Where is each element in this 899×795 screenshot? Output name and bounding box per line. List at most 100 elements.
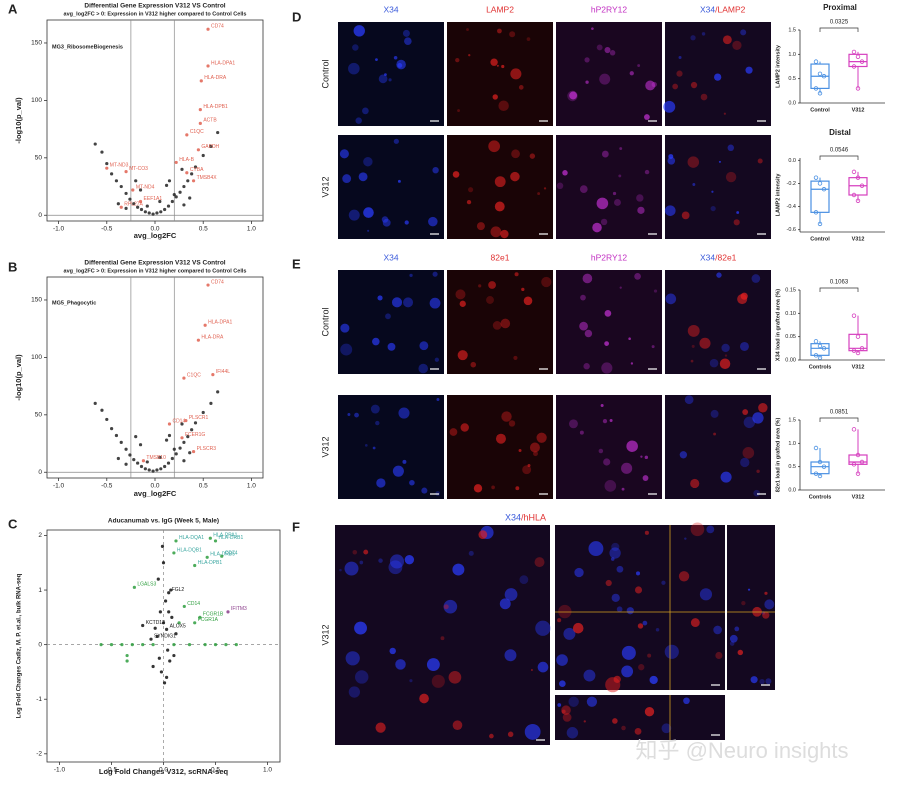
data-point: [180, 167, 184, 171]
micrograph-signal: [612, 718, 618, 724]
data-point: [158, 199, 162, 204]
micrograph-signal: [495, 433, 506, 444]
data-point: [157, 656, 161, 660]
micrograph-signal: [523, 296, 533, 306]
micrograph-signal: [644, 530, 649, 535]
data-point: [198, 107, 202, 112]
row-label: V312: [320, 176, 330, 197]
data-point: [182, 184, 186, 189]
p-value: 0.1063: [830, 280, 849, 286]
micrograph-signal: [568, 696, 579, 707]
micrograph-signal: [375, 58, 378, 62]
micrograph-signal: [713, 625, 722, 635]
micrograph-signal: [459, 300, 466, 307]
micrograph-signal: [352, 44, 359, 51]
micrograph-signal: [661, 580, 666, 585]
data-point: [124, 462, 128, 466]
micrograph-signal: [393, 55, 398, 60]
data-point: [206, 27, 210, 31]
data-point: [162, 681, 167, 685]
data-point: [851, 348, 857, 353]
data-point: [193, 621, 197, 625]
box: [848, 454, 868, 465]
y-tick-label: 100: [31, 97, 42, 104]
micrograph-signal: [618, 174, 622, 178]
point-label: CD74: [211, 279, 224, 285]
chart-title: Differential Gene Expression V312 VS Con…: [84, 260, 225, 267]
micrograph-signal: [501, 411, 512, 422]
data-point: [158, 455, 162, 459]
significance-bracket: [819, 287, 859, 292]
y-tick-label: 0.15: [785, 287, 796, 293]
micrograph-signal: [436, 398, 440, 401]
data-point: [139, 464, 144, 469]
data-point: [196, 338, 200, 342]
micrograph-signal: [514, 272, 519, 277]
micrograph-signal: [610, 557, 615, 561]
micrograph: [556, 270, 662, 374]
point-label: C1QC: [190, 129, 204, 135]
micrograph-signal: [498, 100, 509, 111]
data-point: [224, 643, 228, 647]
data-point: [859, 59, 865, 64]
micrograph-signal: [522, 465, 532, 475]
data-point: [163, 207, 167, 212]
x-tick-label: V312: [852, 107, 865, 113]
data-point: [851, 49, 857, 55]
data-point: [855, 198, 861, 203]
x-tick-label: 1.0: [247, 483, 256, 490]
micrograph-signal: [611, 542, 620, 552]
micrograph-signal: [556, 654, 568, 666]
point-label: C1QC: [187, 372, 201, 378]
point-label: ALOX5: [170, 624, 186, 630]
data-point: [166, 204, 171, 208]
panel-letter: E: [292, 256, 301, 271]
data-point: [163, 464, 167, 469]
data-point: [147, 468, 151, 472]
micrograph-signal: [596, 44, 603, 51]
micrograph-signal: [434, 357, 440, 362]
data-point: [851, 192, 857, 198]
micrograph-signal: [534, 557, 545, 568]
micrograph-signal: [510, 68, 522, 80]
y-tick-label: 150: [31, 297, 42, 304]
micrograph-signal: [691, 344, 695, 348]
data-point: [821, 187, 827, 192]
micrograph-signal: [679, 451, 688, 459]
micrograph-signal: [402, 459, 407, 464]
micrograph-signal: [740, 29, 747, 36]
micrograph-signal: [700, 93, 708, 101]
micrograph-signal: [510, 171, 520, 182]
micrograph-signal: [709, 358, 719, 368]
micrograph-signal: [557, 618, 562, 623]
data-point: [164, 438, 169, 442]
micrograph-signal: [490, 226, 502, 238]
data-point: [191, 449, 196, 454]
channel-label: X34: [383, 4, 398, 14]
micrograph-signal: [419, 693, 429, 704]
data-point: [185, 171, 189, 175]
data-point: [159, 670, 164, 674]
micrograph-signal: [492, 94, 498, 100]
data-point: [170, 456, 174, 461]
data-point: [203, 643, 207, 647]
point-label: CD74: [225, 551, 238, 557]
y-tick-label: -0.2: [787, 181, 796, 187]
data-point: [153, 626, 157, 630]
micrograph-signal: [372, 337, 380, 346]
micrograph-signal: [734, 626, 740, 632]
data-point: [813, 339, 819, 344]
micrograph-signal: [665, 293, 677, 305]
data-point: [185, 133, 189, 137]
data-point: [851, 427, 857, 432]
micrograph-signal: [452, 171, 460, 178]
row-label: Control: [320, 59, 330, 88]
micrograph-signal: [364, 444, 368, 447]
micrograph-signal: [340, 323, 350, 333]
channel-label: X34: [700, 252, 715, 262]
micrograph-signal: [736, 211, 740, 214]
data-point: [116, 456, 120, 461]
row-label: V312: [320, 436, 330, 457]
micrograph-signal: [431, 674, 445, 688]
data-point: [116, 202, 120, 206]
